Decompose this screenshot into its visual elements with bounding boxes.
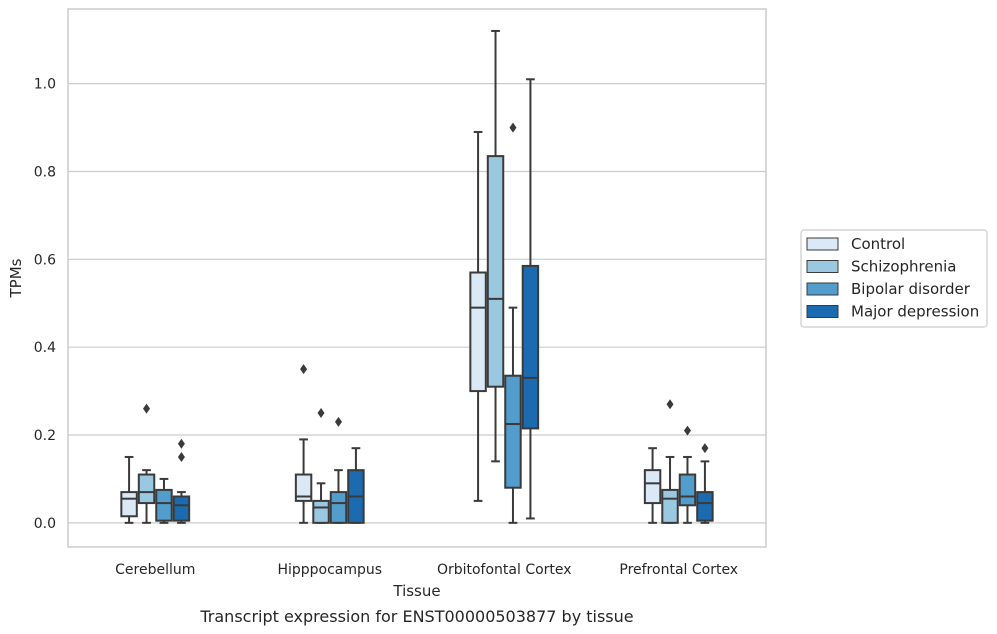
iqr-box: [329, 491, 348, 524]
box-bipolar-disorder: [504, 122, 522, 524]
iqr-box: [643, 469, 662, 505]
box-schizophrenia: [486, 29, 505, 463]
iqr-box: [486, 155, 505, 388]
legend-item: Control: [806, 235, 905, 253]
box-major-depression: [696, 443, 714, 524]
legend-swatch: [806, 282, 839, 296]
outlier-marker: [177, 438, 185, 449]
x-tick-label: Cerebellum: [115, 562, 195, 578]
legend: Control Schizophrenia Bipolar disorder Majo…: [800, 229, 988, 328]
y-tick-labels: 0.0 0.2 0.4 0.6 0.8 1.0: [34, 77, 56, 532]
y-axis-title: TPMs: [7, 258, 25, 298]
iqr-box: [172, 495, 191, 522]
outlier-marker: [683, 425, 691, 436]
outlier-marker: [300, 364, 308, 375]
iqr-box: [137, 473, 156, 505]
box-control: [120, 455, 138, 524]
box-bipolar-disorder: [155, 477, 173, 524]
iqr-box: [521, 264, 540, 430]
outlier-marker: [509, 122, 517, 133]
outlier-marker: [317, 408, 325, 419]
y-tick-label: 0.6: [34, 252, 56, 268]
x-axis-title: Tissue: [392, 582, 440, 600]
iqr-box: [120, 491, 138, 518]
outlier-marker: [143, 403, 151, 414]
iqr-box: [661, 488, 679, 524]
legend-label: Bipolar disorder: [851, 280, 971, 298]
y-tick-label: 0.2: [34, 428, 56, 444]
x-tick-label: Prefrontal Cortex: [619, 562, 738, 578]
legend-swatch: [806, 237, 839, 251]
plot-area-frame: [67, 8, 767, 548]
legend-swatch: [806, 260, 839, 273]
x-tick-labels: Cerebellum Hipppocampus Orbitofontal Corte…: [115, 562, 738, 578]
box-major-depression: [172, 438, 191, 524]
iqr-box: [155, 488, 173, 522]
outlier-marker: [701, 443, 709, 454]
figure-caption: Transcript expression for ENST0000050387…: [199, 607, 633, 626]
y-tick-label: 1.0: [34, 77, 56, 93]
outlier-marker: [177, 451, 185, 462]
legend-swatch: [806, 305, 839, 318]
box-schizophrenia: [137, 403, 156, 524]
iqr-box: [469, 271, 487, 393]
outlier-marker: [334, 416, 342, 427]
y-tick-label: 0.0: [34, 516, 56, 532]
box-major-depression: [521, 78, 540, 520]
legend-frame: [800, 229, 988, 328]
iqr-box: [678, 473, 697, 507]
iqr-box: [504, 374, 522, 489]
y-tick-label: 0.8: [34, 164, 56, 180]
iqr-box: [312, 499, 330, 524]
box-bipolar-disorder: [329, 416, 348, 524]
box-schizophrenia: [312, 408, 330, 524]
box-major-depression: [347, 447, 365, 524]
y-tick-label: 0.4: [34, 340, 56, 356]
grid-lines: [68, 83, 766, 524]
legend-item: Schizophrenia: [806, 258, 956, 276]
legend-item: Major depression: [806, 303, 979, 321]
boxes-layer: [120, 29, 714, 524]
box-bipolar-disorder: [678, 425, 697, 524]
box-control: [294, 364, 313, 524]
legend-label: Schizophrenia: [851, 258, 956, 276]
x-tick-label: Orbitofontal Cortex: [437, 562, 572, 578]
iqr-box: [696, 491, 714, 522]
iqr-box: [294, 473, 313, 502]
outlier-marker: [666, 399, 674, 410]
box-control: [643, 447, 662, 524]
x-tick-label: Hipppocampus: [277, 562, 382, 578]
box-schizophrenia: [661, 399, 679, 524]
box-control: [469, 130, 487, 502]
legend-label: Control: [851, 235, 905, 253]
legend-label: Major depression: [851, 303, 979, 321]
legend-item: Bipolar disorder: [806, 280, 971, 298]
